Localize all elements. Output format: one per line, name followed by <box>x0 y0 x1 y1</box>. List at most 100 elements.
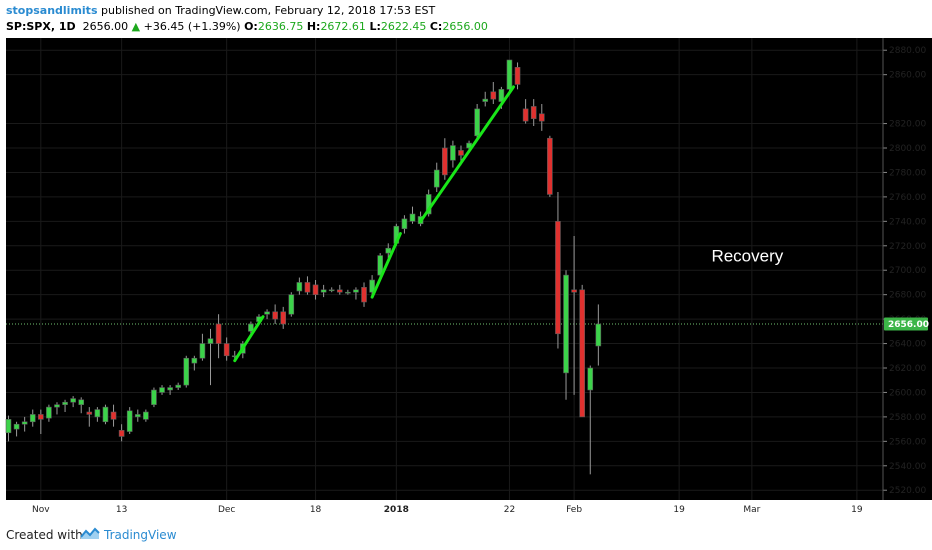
price-tick-label: 2860.00 <box>889 71 926 81</box>
candle-up <box>264 311 270 315</box>
candle-up <box>46 406 52 419</box>
price-tick-label: 2540.00 <box>889 462 926 472</box>
candle-down <box>272 311 278 320</box>
candle-up <box>126 410 133 432</box>
open-value: 2636.75 <box>257 20 304 33</box>
recovery-annotation: Recovery <box>711 247 783 266</box>
candle-up <box>134 414 141 418</box>
candle-up <box>70 398 76 403</box>
candle-up <box>94 409 101 418</box>
candle-down <box>514 67 521 85</box>
price-tick-label: 2780.00 <box>889 168 926 178</box>
candle-up <box>13 423 20 430</box>
candle-down <box>555 221 561 335</box>
open-label: O: <box>244 20 258 33</box>
created-with-label: Created with <box>6 528 83 542</box>
candle-up <box>474 108 480 137</box>
trendline <box>370 232 402 299</box>
low-label: L: <box>369 20 381 33</box>
price-tick-label: 2800.00 <box>889 144 926 154</box>
tradingview-brand-link[interactable]: TradingView <box>104 528 177 542</box>
candle-down <box>110 411 117 420</box>
close-label: C: <box>429 20 443 33</box>
candle-up <box>143 411 149 420</box>
candle-down <box>571 289 577 293</box>
time-tick-label: 2018 <box>384 505 409 515</box>
high-value: 2672.61 <box>320 20 366 33</box>
candle-up <box>21 421 28 425</box>
tradingview-logo-icon[interactable] <box>79 526 101 545</box>
candle-down <box>547 137 553 195</box>
candle-down <box>86 411 93 415</box>
candle-up <box>29 414 36 423</box>
candle-up <box>320 289 327 293</box>
price-tick-label: 2700.00 <box>889 266 926 276</box>
current-price-tag-label: 2656.00 <box>888 320 929 330</box>
time-tick-label: 18 <box>310 505 322 515</box>
price-tick-label: 2680.00 <box>889 291 926 301</box>
price-tick-label: 2600.00 <box>889 388 926 398</box>
candle-up <box>296 282 303 292</box>
gridlines <box>6 38 883 500</box>
ohlc-legend: SP:SPX, 1D 2656.00 ▲ +36.45 (+1.39%) O:2… <box>6 20 488 33</box>
candle-down <box>442 147 448 176</box>
time-tick-label: 22 <box>504 505 515 515</box>
price-axis[interactable] <box>883 38 932 500</box>
current-price-tag: 2656.00 <box>884 317 929 331</box>
price-change: +36.45 (+1.39%) <box>143 20 241 33</box>
low-value: 2622.45 <box>380 20 427 33</box>
candle-up <box>450 145 456 161</box>
time-tick-labels: Nov 13 Dec 18 2018 22 Feb 19 Mar 19 <box>32 505 863 515</box>
candle-up <box>151 389 157 405</box>
time-tick-label: Feb <box>566 505 582 515</box>
candlesticks <box>5 59 602 475</box>
candle-up <box>498 89 505 102</box>
published-text: published on TradingView.com, February 1… <box>97 4 436 17</box>
symbol-label[interactable]: SP:SPX, 1D <box>6 20 76 33</box>
time-tick-label: 19 <box>851 505 863 515</box>
candle-up <box>102 406 109 423</box>
price-chart[interactable]: 2520.00 2540.00 2560.00 2580.00 2600.00 2620.… <box>0 0 932 517</box>
time-tick-label: Nov <box>32 505 50 515</box>
candle-up <box>369 279 375 293</box>
plot-area[interactable] <box>6 38 883 500</box>
price-tick-label: 2720.00 <box>889 242 926 252</box>
candle-down <box>118 430 125 437</box>
time-axis[interactable] <box>6 500 883 517</box>
candle-up <box>385 247 392 254</box>
candle-up <box>191 357 198 364</box>
candle-up <box>54 404 60 408</box>
time-tick-label: 19 <box>673 505 685 515</box>
up-arrow-icon: ▲ <box>131 20 141 33</box>
candle-up <box>506 59 513 90</box>
candle-up <box>183 357 190 386</box>
author-link[interactable]: stopsandlimits <box>6 4 98 17</box>
candle-up <box>288 294 295 315</box>
candle-up <box>62 401 68 405</box>
candle-up <box>401 218 408 229</box>
candle-down <box>304 282 311 293</box>
price-tick-label: 2580.00 <box>889 413 926 423</box>
candle-down <box>38 414 44 420</box>
candle-up <box>353 289 359 293</box>
trendlines <box>233 85 515 363</box>
time-tick-label: Mar <box>743 505 760 515</box>
price-tick-label: 2620.00 <box>889 364 926 374</box>
candle-down <box>280 311 287 325</box>
publish-info: stopsandlimits published on TradingView.… <box>6 4 435 17</box>
candle-down <box>361 287 367 303</box>
candle-down <box>215 323 222 344</box>
candle-up <box>199 343 206 359</box>
price-tick-label: 2520.00 <box>889 486 926 496</box>
candle-up <box>345 291 351 294</box>
candle-up <box>5 419 12 434</box>
trendline <box>419 85 515 223</box>
price-tick-label: 2820.00 <box>889 120 926 130</box>
candle-up <box>175 384 181 388</box>
close-value: 2656.00 <box>442 20 488 33</box>
price-tick-label: 2760.00 <box>889 193 926 203</box>
candle-down <box>223 343 230 357</box>
candle-up <box>482 98 489 102</box>
candle-up <box>328 289 335 292</box>
last-price: 2656.00 <box>82 20 129 33</box>
